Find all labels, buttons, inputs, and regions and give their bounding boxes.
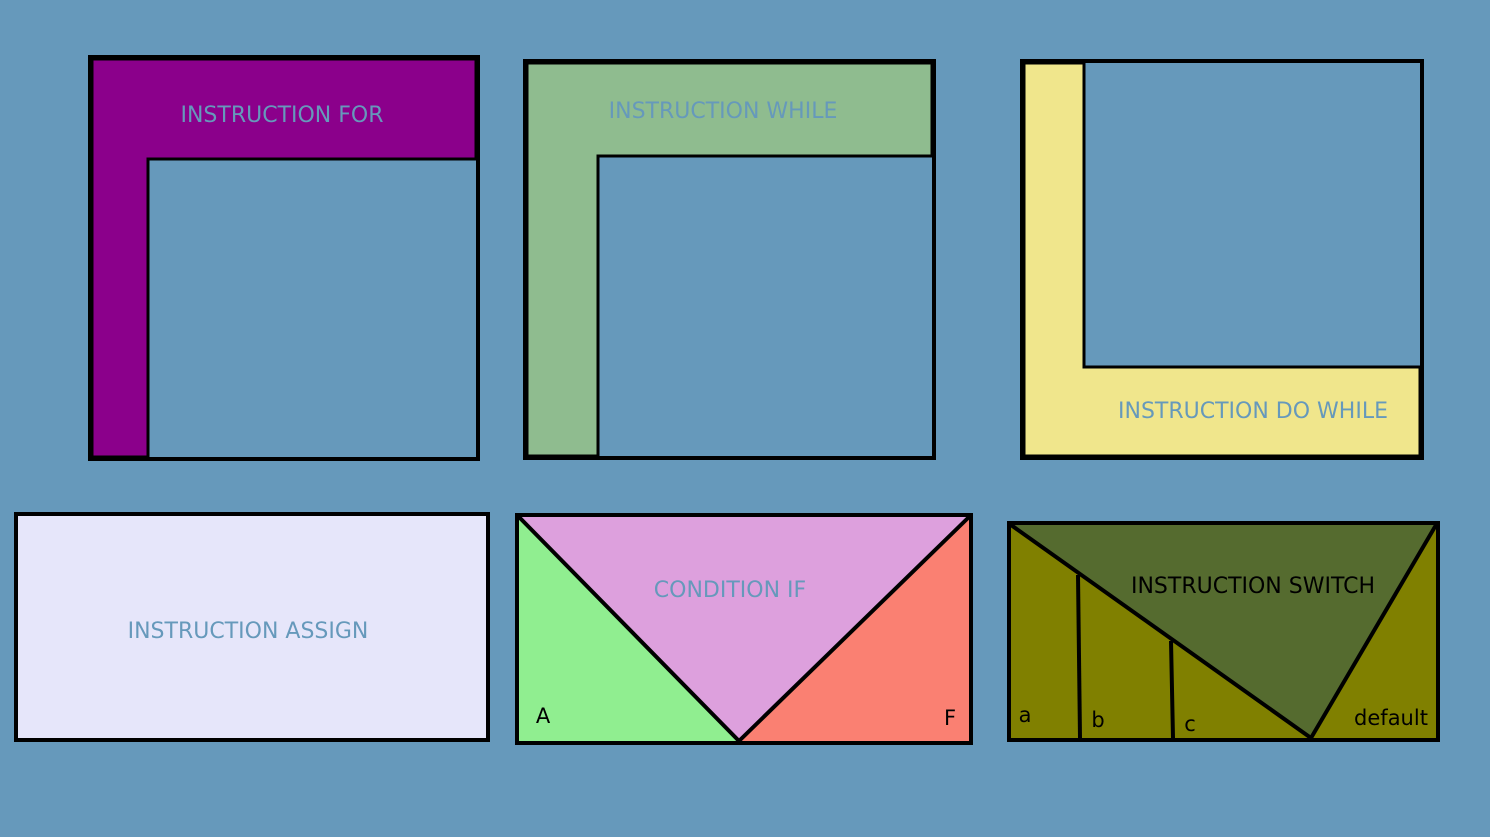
switch-case-diagonal (1009, 523, 1313, 740)
if-condition-area (519, 517, 969, 741)
do-while-block: INSTRUCTION DO WHILE (1020, 59, 1424, 460)
assign-block: INSTRUCTION ASSIGN (14, 512, 490, 742)
switch-case-divider (1169, 640, 1175, 739)
switch-default-diagonal (1309, 523, 1438, 740)
assign-block-body (14, 512, 490, 742)
switch-header-area (1011, 525, 1436, 738)
switch-label: INSTRUCTION SWITCH (1131, 574, 1375, 599)
for-block: INSTRUCTION FOR (88, 55, 480, 461)
assign-label: INSTRUCTION ASSIGN (128, 619, 369, 644)
if-block: CONDITION IF A F (515, 513, 973, 745)
if-true-label: A (536, 704, 551, 728)
while-label: INSTRUCTION WHILE (609, 99, 838, 124)
do-while-block-frame (1020, 59, 1424, 460)
if-true-divider (517, 515, 741, 743)
if-false-label: F (944, 706, 956, 730)
switch-block-frame (1007, 521, 1440, 742)
while-block: INSTRUCTION WHILE (523, 59, 936, 460)
for-label: INSTRUCTION FOR (180, 103, 383, 128)
switch-case-label: b (1091, 708, 1104, 732)
switch-case-divider (1076, 574, 1082, 739)
for-block-frame (88, 55, 480, 461)
switch-default-label: default (1354, 706, 1428, 730)
if-block-frame (515, 513, 973, 745)
switch-block: INSTRUCTION SWITCH a b c default (1007, 521, 1440, 742)
do-while-label: INSTRUCTION DO WHILE (1118, 399, 1388, 424)
if-false-divider (737, 515, 971, 743)
switch-case-label: a (1019, 703, 1032, 727)
while-block-frame (523, 59, 936, 460)
if-label: CONDITION IF (654, 578, 806, 603)
switch-case-label: c (1184, 712, 1196, 736)
